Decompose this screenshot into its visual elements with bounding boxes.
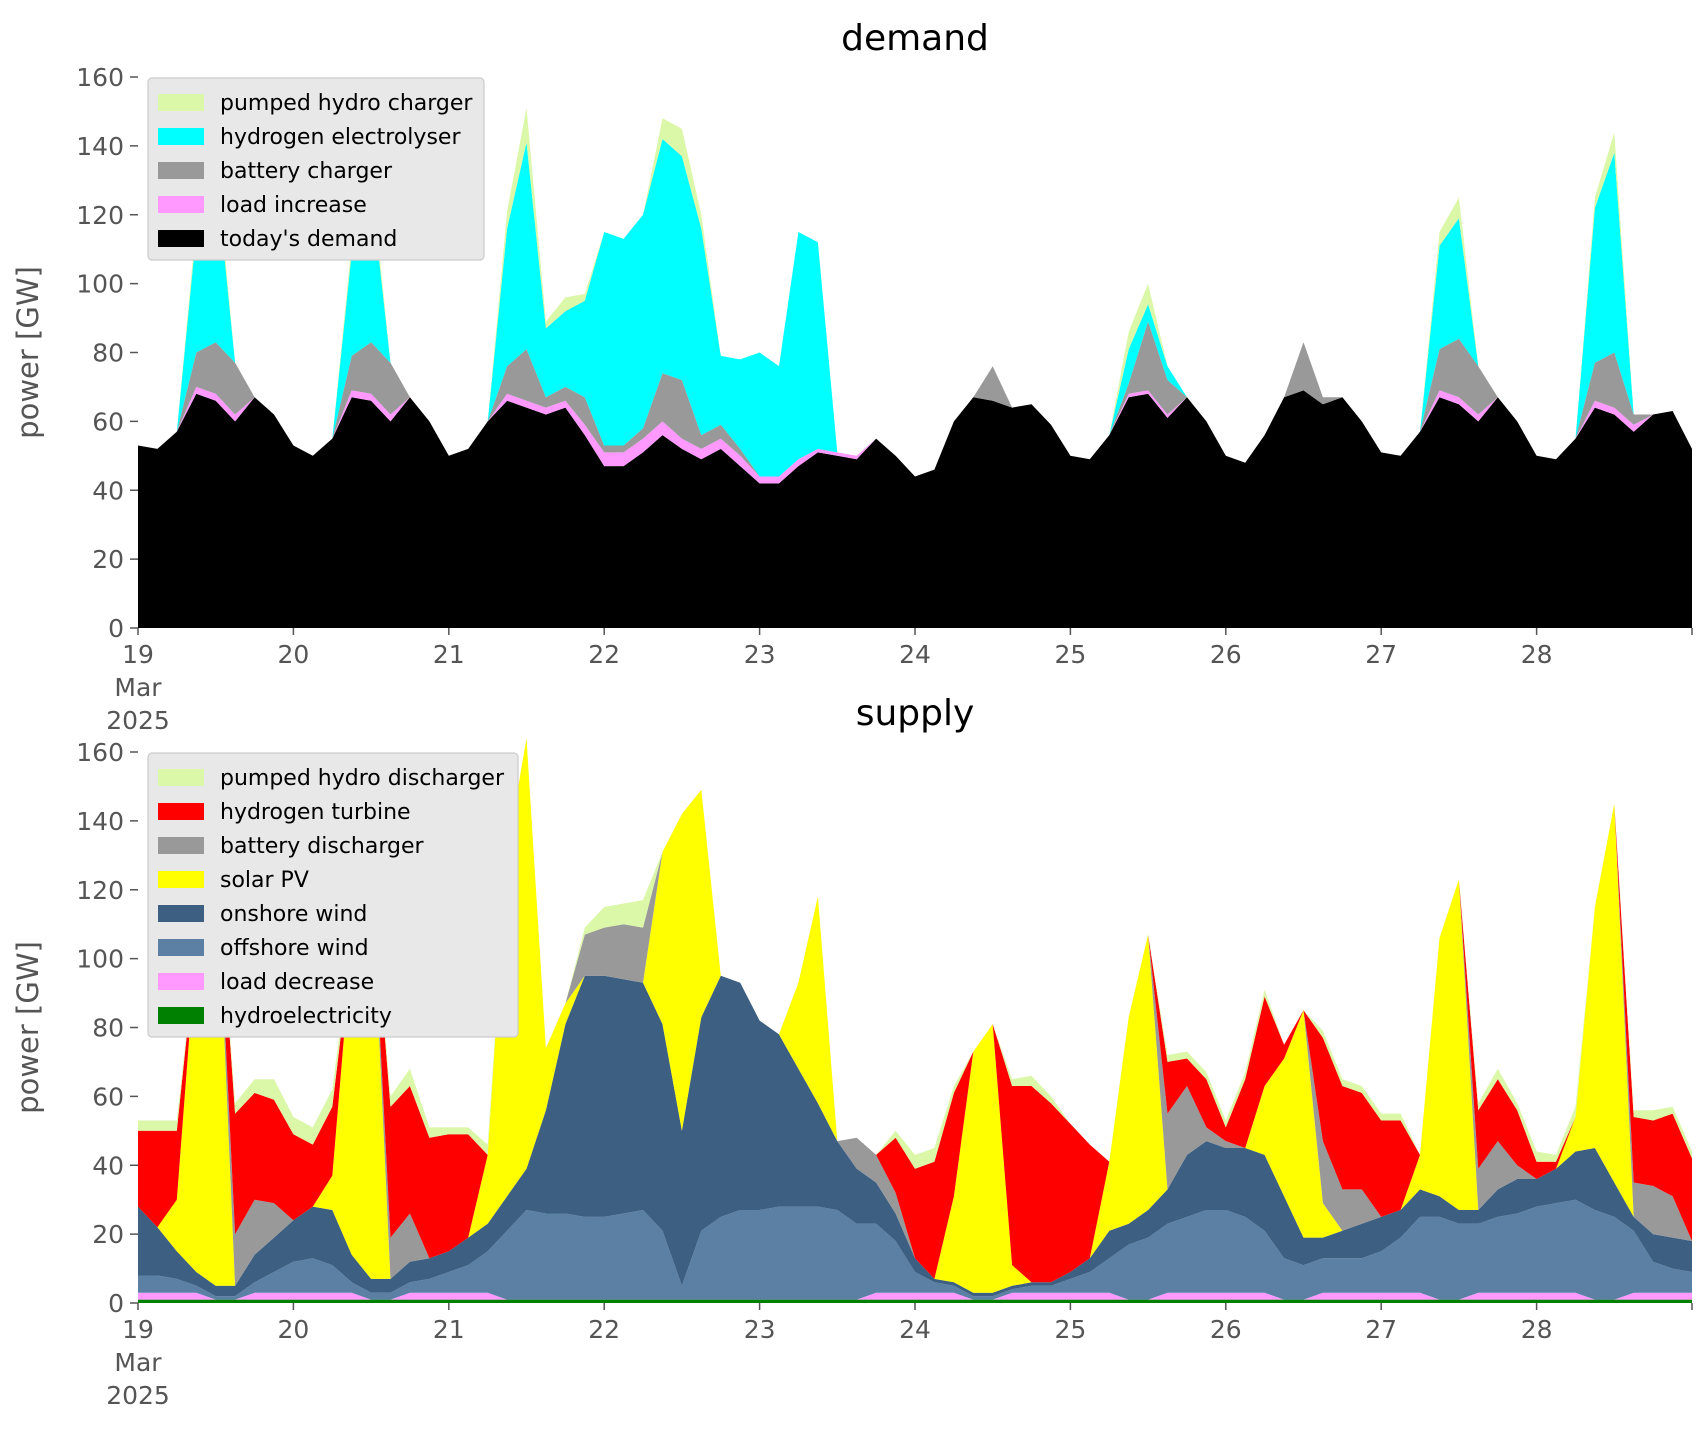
- legend-label: hydroelectricity: [220, 1004, 392, 1029]
- x-tick-label: 27: [1365, 640, 1397, 669]
- legend-swatch: [158, 230, 204, 247]
- demand-title: demand: [841, 18, 989, 59]
- x-tick-label: 24: [899, 1315, 931, 1344]
- y-tick-label: 0: [108, 614, 124, 643]
- y-tick-label: 80: [92, 1014, 124, 1043]
- x-tick-label: 21: [433, 640, 465, 669]
- supply-ylabel: power [GW]: [11, 941, 45, 1114]
- y-tick-label: 160: [76, 63, 124, 92]
- area-hydrogen-electrolyser: [138, 139, 1692, 477]
- legend-label: pumped hydro discharger: [220, 766, 505, 791]
- y-tick-label: 40: [92, 476, 124, 505]
- demand-legend: pumped hydro charger hydrogen electrolyse…: [147, 77, 485, 261]
- y-tick-label: 60: [92, 1082, 124, 1111]
- legend-swatch: [158, 939, 204, 956]
- y-tick-label: 80: [92, 339, 124, 368]
- x-tick-label: 23: [744, 1315, 776, 1344]
- demand-ylabel: power [GW]: [11, 266, 45, 439]
- legend-label: offshore wind: [220, 936, 369, 961]
- area-load-decrease: [138, 1292, 1692, 1300]
- legend-label: load decrease: [220, 970, 374, 995]
- x-tick-label: 20: [277, 640, 309, 669]
- legend-label: hydrogen electrolyser: [220, 125, 461, 150]
- legend-swatch: [158, 905, 204, 922]
- legend-swatch: [158, 1007, 204, 1024]
- legend-label: hydrogen turbine: [220, 800, 411, 825]
- area-hydrogen-turbine: [138, 738, 1692, 1283]
- y-tick-label: 20: [92, 1220, 124, 1249]
- y-tick-label: 20: [92, 545, 124, 574]
- x-tick-label: 25: [1054, 640, 1086, 669]
- x-tick-label: 24: [899, 640, 931, 669]
- legend-swatch: [158, 803, 204, 820]
- legend-label: solar PV: [220, 868, 309, 893]
- legend-label: onshore wind: [220, 902, 367, 927]
- x-tick-label: 23: [744, 640, 776, 669]
- x-tick-label: 22: [588, 1315, 620, 1344]
- x-tick-sublabel: 2025: [106, 706, 170, 735]
- area-offshore-wind: [138, 1199, 1692, 1300]
- y-tick-label: 0: [108, 1289, 124, 1318]
- y-tick-label: 100: [76, 270, 124, 299]
- x-tick-label: 21: [433, 1315, 465, 1344]
- legend-swatch: [158, 162, 204, 179]
- x-tick-sublabel: 2025: [106, 1381, 170, 1410]
- legend-label: battery discharger: [220, 834, 425, 859]
- supply-panel: supply power [GW] 0 20 40 60 80 100 120 140 160 1…: [11, 693, 1693, 1410]
- supply-axes: 0 20 40 60 80 100 120 140 160 19 20 21 22 23 24 25 26 27 2…: [76, 738, 1693, 1410]
- legend-swatch: [158, 837, 204, 854]
- x-tick-label: 19: [122, 640, 154, 669]
- legend-label: pumped hydro charger: [220, 91, 473, 116]
- x-tick-label: 22: [588, 640, 620, 669]
- y-tick-label: 120: [76, 876, 124, 905]
- x-tick-sublabel: Mar: [114, 1348, 162, 1377]
- area-pumped-hydro-discharger: [138, 738, 1692, 1169]
- demand-panel: demand power [GW] 0 20 40 60 80 100 120 140 160 1…: [11, 18, 1693, 735]
- x-tick-label: 28: [1521, 1315, 1553, 1344]
- x-tick-label: 19: [122, 1315, 154, 1344]
- supply-areas: [138, 738, 1692, 1303]
- demand-axes: 0 20 40 60 80 100 120 140 160 19 20 21 22 23 24 25 26 27 2…: [76, 63, 1693, 735]
- legend-label: load increase: [220, 193, 367, 218]
- area-solar-pv: [138, 738, 1692, 1293]
- x-tick-sublabel: Mar: [114, 673, 162, 702]
- legend-swatch: [158, 871, 204, 888]
- x-tick-label: 20: [277, 1315, 309, 1344]
- legend-label: today's demand: [220, 227, 397, 252]
- legend-swatch: [158, 769, 204, 786]
- legend-swatch: [158, 94, 204, 111]
- y-tick-label: 40: [92, 1151, 124, 1180]
- area-hydroelectricity: [138, 1299, 1692, 1303]
- y-tick-label: 140: [76, 132, 124, 161]
- x-tick-label: 26: [1210, 640, 1242, 669]
- legend-label: battery charger: [220, 159, 393, 184]
- x-tick-label: 26: [1210, 1315, 1242, 1344]
- x-tick-label: 28: [1521, 640, 1553, 669]
- legend-swatch: [158, 973, 204, 990]
- y-tick-label: 60: [92, 407, 124, 436]
- legend-box: [147, 77, 485, 261]
- supply-legend: pumped hydro discharger hydrogen turbine b…: [147, 752, 519, 1038]
- y-tick-label: 160: [76, 738, 124, 767]
- supply-title: supply: [856, 693, 975, 734]
- x-tick-label: 25: [1054, 1315, 1086, 1344]
- area-today-s-demand: [138, 390, 1692, 628]
- legend-swatch: [158, 196, 204, 213]
- legend-box: [147, 752, 519, 1038]
- demand-areas: [138, 108, 1692, 628]
- x-tick-label: 27: [1365, 1315, 1397, 1344]
- y-tick-label: 100: [76, 945, 124, 974]
- area-battery-charger: [138, 321, 1692, 477]
- y-tick-label: 140: [76, 807, 124, 836]
- legend-swatch: [158, 128, 204, 145]
- y-tick-label: 120: [76, 201, 124, 230]
